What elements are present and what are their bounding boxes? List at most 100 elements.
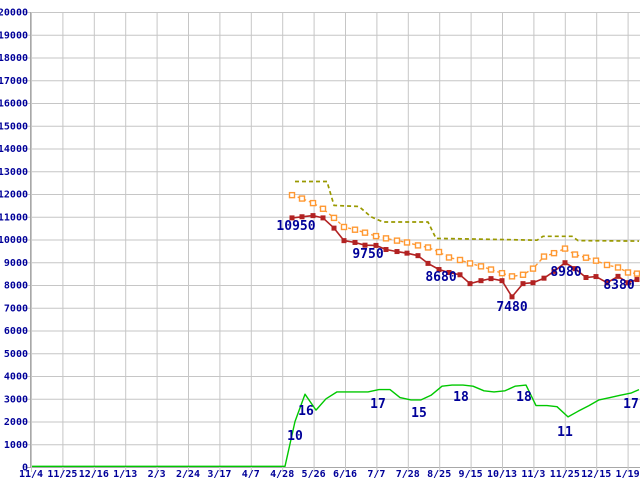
point-value-label: 10950 xyxy=(276,219,315,234)
point-value-label: 16 xyxy=(298,404,314,419)
orange-dashed-open-squares-marker xyxy=(477,263,485,270)
dark-red-solid-filled-squares-marker xyxy=(583,274,589,280)
orange-dashed-open-squares-marker xyxy=(351,226,359,233)
x-tick-label: 7/7 xyxy=(367,469,385,480)
orange-dashed-open-squares-marker xyxy=(550,249,558,257)
orange-dashed-open-squares-marker xyxy=(624,269,632,276)
green-solid-line-path xyxy=(32,384,640,467)
orange-dashed-open-squares-marker xyxy=(309,199,317,207)
x-tick-label: 4/28 xyxy=(270,469,294,480)
dark-red-solid-filled-squares-marker xyxy=(530,280,536,286)
dark-red-solid-filled-squares-marker xyxy=(352,239,358,245)
orange-dashed-open-squares-marker xyxy=(288,191,296,199)
dark-red-solid-filled-squares-marker xyxy=(604,280,610,286)
orange-dashed-open-squares-marker xyxy=(571,251,579,258)
dark-red-solid-filled-squares-marker xyxy=(425,260,431,266)
x-tick-label: 9/15 xyxy=(459,469,483,480)
orange-dashed-open-squares-marker xyxy=(330,214,338,222)
dark-red-solid-filled-squares-marker xyxy=(509,294,515,300)
point-value-label: 7480 xyxy=(496,300,527,315)
orange-dashed-open-squares-marker xyxy=(592,257,600,264)
y-tick-label: 10000 xyxy=(0,235,28,246)
y-axis-labels: 0 1000 2000 3000 4000 5000 6000 7000 8000 9000 100… xyxy=(0,8,28,474)
y-tick-label: 11000 xyxy=(0,212,28,223)
point-value-label: 9750 xyxy=(352,247,383,262)
dark-red-solid-filled-squares-marker xyxy=(446,269,452,275)
dark-red-solid-filled-squares-marker xyxy=(415,253,421,259)
dark-red-solid-filled-squares-marker xyxy=(383,247,389,253)
dark-red-solid-filled-squares-marker xyxy=(457,272,463,278)
dark-red-solid-filled-squares-marker xyxy=(331,225,337,231)
orange-dashed-open-squares-marker xyxy=(498,269,506,277)
y-tick-label: 3000 xyxy=(4,394,28,405)
dark-red-solid-filled-squares-marker xyxy=(562,260,568,266)
point-value-label: 18 xyxy=(453,390,469,405)
x-tick-label: 12/16 xyxy=(79,469,109,480)
x-tick-label: 11/25 xyxy=(550,469,580,480)
dark-red-solid-filled-squares-marker xyxy=(436,267,442,273)
dark-red-solid-filled-squares-marker xyxy=(467,281,473,287)
x-tick-label: 6/16 xyxy=(333,469,357,480)
orange-dashed-open-squares-marker xyxy=(561,245,569,252)
x-tick-label: 5/26 xyxy=(302,469,326,480)
y-tick-label: 8000 xyxy=(4,281,28,292)
orange-dashed-open-squares-marker xyxy=(372,232,380,240)
dark-red-solid-filled-squares-marker xyxy=(404,250,410,256)
y-tick-label: 4000 xyxy=(4,372,28,383)
dark-red-solid-filled-squares-marker xyxy=(373,242,379,248)
point-value-label: 15 xyxy=(411,406,427,421)
orange-dashed-open-squares-marker xyxy=(633,270,640,277)
orange-dashed-open-squares-marker xyxy=(614,264,622,271)
orange-dashed-open-squares-path xyxy=(291,194,638,278)
x-tick-label: 8/25 xyxy=(427,469,451,480)
orange-dashed-open-squares-marker xyxy=(361,229,369,236)
point-value-label: 8380 xyxy=(603,278,634,293)
orange-dashed-open-squares-marker xyxy=(540,253,548,260)
y-tick-label: 9000 xyxy=(4,258,28,269)
x-tick-label: 3/17 xyxy=(207,469,231,480)
x-tick-label: 11/4 xyxy=(19,469,43,480)
orange-dashed-open-squares-marker xyxy=(529,265,537,272)
orange-dashed-open-squares-marker xyxy=(456,256,464,264)
orange-dashed-open-squares-marker xyxy=(403,239,411,246)
point-value-label: 17 xyxy=(623,397,639,412)
point-value-label: 8680 xyxy=(425,270,456,285)
y-tick-label: 14000 xyxy=(0,144,28,155)
orange-dashed-open-squares-marker xyxy=(487,266,495,273)
x-tick-label: 12/15 xyxy=(581,469,611,480)
orange-dashed-open-squares-marker xyxy=(382,235,390,242)
series-orange-dashed-open-squares xyxy=(288,191,640,280)
dark-red-solid-filled-squares-marker xyxy=(320,215,326,221)
dark-red-solid-filled-squares-marker xyxy=(499,278,505,284)
dark-red-solid-filled-squares-marker xyxy=(551,268,557,274)
x-tick-label: 7/28 xyxy=(396,469,420,480)
x-tick-label: 10/13 xyxy=(487,469,517,480)
orange-dashed-open-squares-marker xyxy=(435,248,443,256)
y-tick-label: 6000 xyxy=(4,326,28,337)
gridlines xyxy=(27,12,640,472)
x-tick-label: 11/3 xyxy=(521,469,545,480)
orange-dashed-open-squares-marker xyxy=(424,244,432,251)
series-dark-red-solid-filled-squares xyxy=(289,213,640,300)
y-tick-label: 16000 xyxy=(0,99,28,110)
dark-red-solid-filled-squares-marker xyxy=(394,249,400,255)
orange-dashed-open-squares-marker xyxy=(508,273,516,280)
orange-dashed-open-squares-marker xyxy=(582,254,590,261)
dark-red-solid-filled-squares-marker xyxy=(615,273,621,279)
x-tick-label: 11/25 xyxy=(47,469,77,480)
dark-red-solid-filled-squares-marker xyxy=(488,276,494,282)
dark-red-solid-filled-squares-marker xyxy=(310,213,316,219)
dark-red-solid-filled-squares-marker xyxy=(299,214,305,220)
y-tick-label: 12000 xyxy=(0,190,28,201)
orange-dashed-open-squares-marker xyxy=(319,205,327,212)
y-tick-label: 1000 xyxy=(4,440,28,451)
y-tick-label: 18000 xyxy=(0,53,28,64)
point-value-label: 11 xyxy=(557,425,573,440)
x-tick-label: 4/7 xyxy=(242,469,260,480)
orange-dashed-open-squares-marker xyxy=(519,271,527,278)
point-value-label: 8980 xyxy=(550,265,581,280)
y-tick-label: 15000 xyxy=(0,121,28,132)
orange-dashed-open-squares-marker xyxy=(298,195,306,202)
dark-red-solid-filled-squares-marker xyxy=(289,215,295,221)
